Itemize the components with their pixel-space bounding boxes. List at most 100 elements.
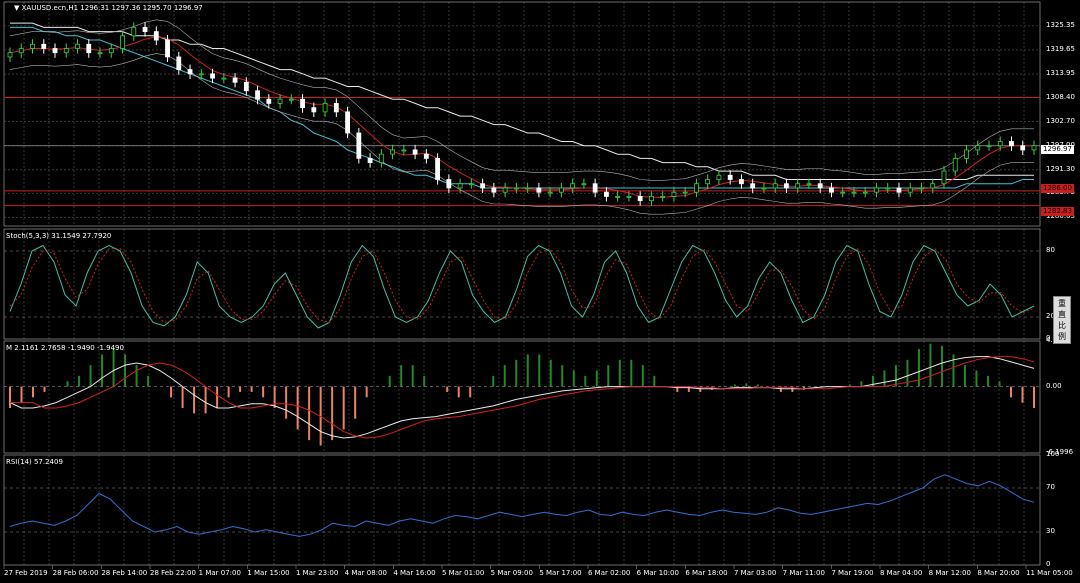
price-axis-label: 1280.05 [1046,212,1075,221]
candle-body [525,187,531,190]
rsi-title: RSI(14) 57.2409 [6,458,63,466]
candle-body [311,107,317,113]
candle-body [930,183,936,189]
candle-body [649,196,654,202]
vertical-scale-tooltip: 重直比例 [1053,296,1071,344]
panel-frame-0 [3,1,1041,227]
time-axis-label: 8 Mar 20:00 [977,569,1020,577]
candle-body [131,26,137,37]
candle-body [829,187,834,193]
candle-body [41,43,47,49]
candle-body [198,73,204,76]
time-axis-label: 28 Feb 06:00 [52,569,99,577]
panel-frame-1 [3,228,1041,340]
rsi-axis-label: 100 [1046,450,1060,458]
candle-body [266,98,272,104]
envelope-lower [9,53,1034,215]
candle-body [603,191,609,197]
time-axis-label: 5 Mar 17:00 [539,569,582,577]
candle-body [18,48,24,54]
time-axis-label: 7 Mar 03:00 [734,569,777,577]
candle-body [7,52,13,58]
candle-body [784,183,789,189]
stoch-title: Stoch(5,3,3) 31.1549 27.7920 [6,232,112,240]
candle-body [1031,145,1037,151]
time-axis-label: 28 Feb 14:00 [101,569,148,577]
candle-body [97,52,103,55]
candle-body [367,157,373,164]
candle-body [919,187,924,190]
candle-body [817,183,823,189]
panel-frame-2 [3,340,1041,454]
ohlc-readout: 1296.31 1297.36 1295.70 1296.97 [80,4,203,12]
rsi-axis-label: 70 [1046,483,1055,491]
candle-body [435,157,441,180]
time-axis-label: 6 Mar 10:00 [636,569,679,577]
symbol-label: XAUUSD.ecn,H1 [21,4,79,12]
candle-body [952,157,958,172]
macd-axis-label: -6.1996 [1046,448,1074,456]
candle-body [277,98,283,104]
time-axis-label: 11 Mar 05:00 [1026,569,1073,577]
candle-body [468,183,474,186]
rsi-axis-label: 0 [1046,560,1051,568]
candle-body [75,43,80,49]
candle-body [570,183,576,189]
candle-body [165,39,170,58]
candle-body [1009,141,1014,147]
candle-body [806,183,812,186]
candle-body [997,141,1003,147]
candle-body [502,187,508,193]
candle-body [660,196,666,198]
candle-body [480,183,486,189]
rsi-line [9,474,1035,537]
level-tag-1: 1286.00 [1041,184,1074,193]
candle-body [581,183,587,186]
time-axis-label: 28 Feb 22:00 [150,569,196,577]
candle-body [288,98,294,101]
panel-frame-3 [3,454,1041,566]
rsi-axis-label: 30 [1046,527,1055,535]
price-axis-label: 1313.95 [1046,69,1075,78]
time-axis-label: 4 Mar 08:00 [344,569,387,577]
time-axis-label: 4 Mar 16:00 [393,569,436,577]
candle-body [840,191,846,194]
candle-body [243,81,249,92]
candle-body [772,183,778,189]
stoch-axis-label: 0 [1046,334,1051,342]
candle-body [907,187,913,193]
candle-body [513,187,519,190]
time-axis-label: 6 Mar 02:00 [588,569,631,577]
time-axis-label: 27 Feb 2019 [4,569,48,577]
moving-average-cyan [10,26,1034,189]
stoch-axis-label: 80 [1046,246,1055,254]
candle-body [423,153,429,159]
time-axis-label: 8 Mar 12:00 [928,569,971,577]
level-tag-2: 1282.83 [1041,207,1074,216]
dropdown-triangle-icon[interactable]: ▼ [14,4,20,12]
macd-line [10,356,1035,439]
candle-body [851,191,857,194]
candle-body [558,187,564,193]
candle-body [694,183,699,193]
price-axis-label: 1297.00 [1046,141,1075,149]
candle-body [52,48,58,54]
candle-body [671,191,677,197]
candle-body [536,187,542,193]
main-chart-title: ▼ XAUUSD.ecn,H1 1296.31 1297.36 1295.70 … [14,4,203,12]
candle-body [153,31,159,41]
candle-body [210,73,215,79]
candle-body [862,191,868,194]
time-axis-label: 5 Mar 01:00 [442,569,485,577]
candle-body [896,187,902,193]
price-axis-label: 1325.35 [1046,20,1075,29]
candle-body [255,90,260,100]
candle-body [885,187,891,190]
candle-body [30,43,35,49]
candle-body [187,69,193,75]
envelope-upper [9,19,1034,181]
time-axis-label: 6 Mar 18:00 [685,569,728,577]
candle-body [592,183,598,193]
